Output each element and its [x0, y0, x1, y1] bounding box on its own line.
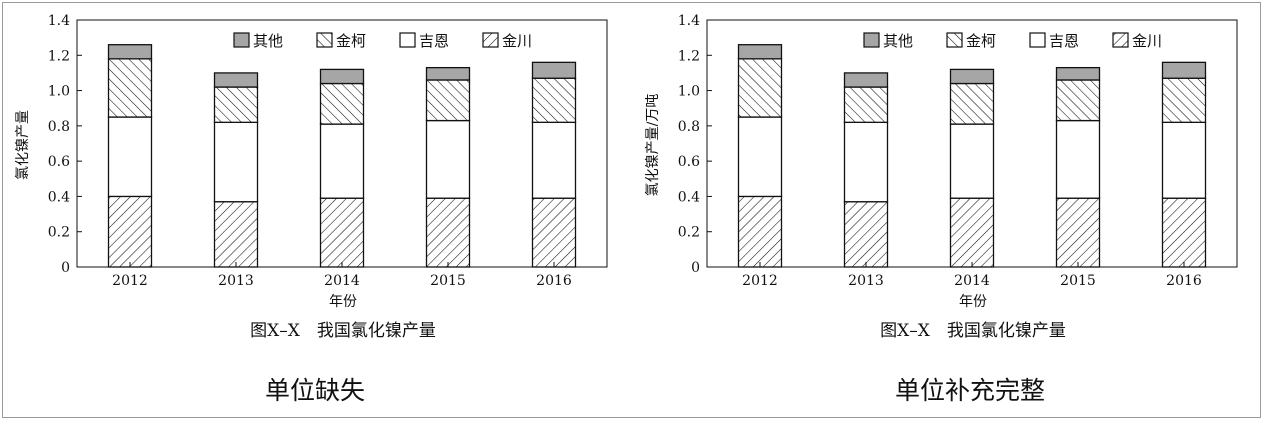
legend-label: 金川	[1132, 32, 1162, 50]
y-tick-label: 1.0	[678, 84, 700, 100]
bar-segment-吉恩-2014	[949, 123, 995, 199]
bar-segment-吉恩-2012	[737, 116, 783, 198]
bar-segment-其他-2015	[1055, 66, 1101, 81]
x-tick-label: 2016	[1166, 273, 1202, 289]
legend-label: 金柯	[966, 32, 996, 50]
bar-segment-其他-2015	[425, 66, 471, 81]
bar-segment-金柯-2013	[213, 86, 259, 123]
bar-segment-金川-2014	[319, 197, 365, 268]
x-tick-label: 2013	[848, 273, 884, 289]
bar-segment-金川-2015	[1055, 197, 1101, 268]
bar-segment-其他-2012	[737, 44, 783, 60]
x-tick-label: 2014	[954, 273, 990, 289]
bar-segment-吉恩-2014	[319, 123, 365, 199]
bar-segment-吉恩-2015	[425, 119, 471, 199]
bar-segment-金柯-2014	[949, 82, 995, 125]
bar-segment-金川-2015	[425, 197, 471, 268]
legend-label: 金川	[502, 32, 532, 50]
bar-segment-金柯-2015	[1055, 79, 1101, 122]
legend-swatch	[946, 32, 963, 48]
x-axis-title: 年份	[329, 294, 357, 310]
legend-label: 其他	[253, 32, 283, 50]
bar-segment-金柯-2016	[531, 77, 577, 123]
bar-segment-其他-2016	[531, 61, 577, 79]
bar-segment-金柯-2012	[737, 58, 783, 118]
bar-segment-金柯-2016	[1161, 77, 1207, 123]
figure-caption: 图X–X 我国氯化镍产量	[250, 321, 436, 341]
bar-segment-金川-2013	[843, 201, 889, 268]
legend-label: 金柯	[336, 32, 366, 50]
x-tick-label: 2012	[742, 273, 778, 289]
bar-segment-金川-2012	[107, 195, 153, 268]
y-tick-label: 0.8	[48, 119, 70, 135]
bar-segment-金柯-2012	[107, 58, 153, 118]
legend-swatch	[863, 32, 880, 48]
bar-segment-吉恩-2016	[531, 121, 577, 199]
bar-segment-金川-2012	[737, 195, 783, 268]
x-tick-label: 2016	[536, 273, 572, 289]
bar-segment-吉恩-2012	[107, 116, 153, 198]
x-tick-label: 2012	[112, 273, 148, 289]
y-tick-label: 0.6	[48, 154, 70, 170]
bar-segment-金川-2016	[1161, 197, 1207, 268]
legend-label: 吉恩	[1049, 32, 1079, 50]
legend-swatch	[399, 32, 416, 48]
bar-segment-金川-2013	[213, 201, 259, 268]
bar-segment-其他-2012	[107, 44, 153, 60]
x-axis-title: 年份	[959, 294, 987, 310]
y-tick-label: 0.2	[678, 225, 700, 241]
bar-segment-吉恩-2013	[213, 121, 259, 203]
legend-swatch	[233, 32, 250, 48]
y-tick-label: 0.6	[678, 154, 700, 170]
bar-segment-金柯-2013	[843, 86, 889, 123]
y-tick-label: 0.4	[48, 189, 70, 205]
x-tick-label: 2015	[430, 273, 466, 289]
figure-caption: 图X–X 我国氯化镍产量	[880, 321, 1066, 341]
bar-segment-吉恩-2015	[1055, 119, 1101, 199]
y-tick-label: 1.2	[48, 48, 70, 64]
legend-swatch	[1029, 32, 1046, 48]
bar-segment-金柯-2014	[319, 82, 365, 125]
legend-swatch	[316, 32, 333, 48]
bar-segment-其他-2014	[949, 68, 995, 85]
legend-swatch	[482, 32, 499, 48]
y-tick-label: 0	[61, 260, 70, 276]
chart-panel-left: 0 0.2 0.4 0.6 0.8 1.0 1.2 1.4 2012 2013 2014 2015 20…	[48, 13, 608, 289]
legend-swatch	[1112, 32, 1129, 48]
chart-panel-right: 0 0.2 0.4 0.6 0.8 1.0 1.2 1.4 2012 2013 2014 2015 20…	[678, 13, 1238, 289]
y-tick-label: 1.2	[678, 48, 700, 64]
legend-label: 吉恩	[419, 32, 449, 50]
panel-note: 单位缺失	[265, 376, 365, 405]
bar-segment-吉恩-2016	[1161, 121, 1207, 199]
y-tick-label: 0.2	[48, 225, 70, 241]
panel-note: 单位补充完整	[895, 376, 1045, 405]
y-tick-label: 1.0	[48, 84, 70, 100]
bar-segment-其他-2013	[213, 72, 259, 88]
y-tick-label: 0.8	[678, 119, 700, 135]
legend-label: 其他	[883, 32, 913, 50]
x-tick-label: 2015	[1060, 273, 1096, 289]
y-tick-label: 0.4	[678, 189, 700, 205]
bar-segment-金柯-2015	[425, 79, 471, 122]
bar-segment-其他-2014	[319, 68, 365, 85]
y-tick-label: 1.4	[678, 13, 700, 29]
bar-segment-其他-2013	[843, 72, 889, 88]
bar-segment-金川-2014	[949, 197, 995, 268]
y-tick-label: 1.4	[48, 13, 70, 29]
x-tick-label: 2014	[324, 273, 360, 289]
bar-segment-吉恩-2013	[843, 121, 889, 203]
y-axis-title: 氯化镍产量/万吨	[645, 94, 661, 197]
bar-segment-金川-2016	[531, 197, 577, 268]
y-axis-title: 氯化镍产量	[15, 110, 31, 180]
bar-segment-其他-2016	[1161, 61, 1207, 79]
y-tick-label: 0	[691, 260, 700, 276]
x-tick-label: 2013	[218, 273, 254, 289]
